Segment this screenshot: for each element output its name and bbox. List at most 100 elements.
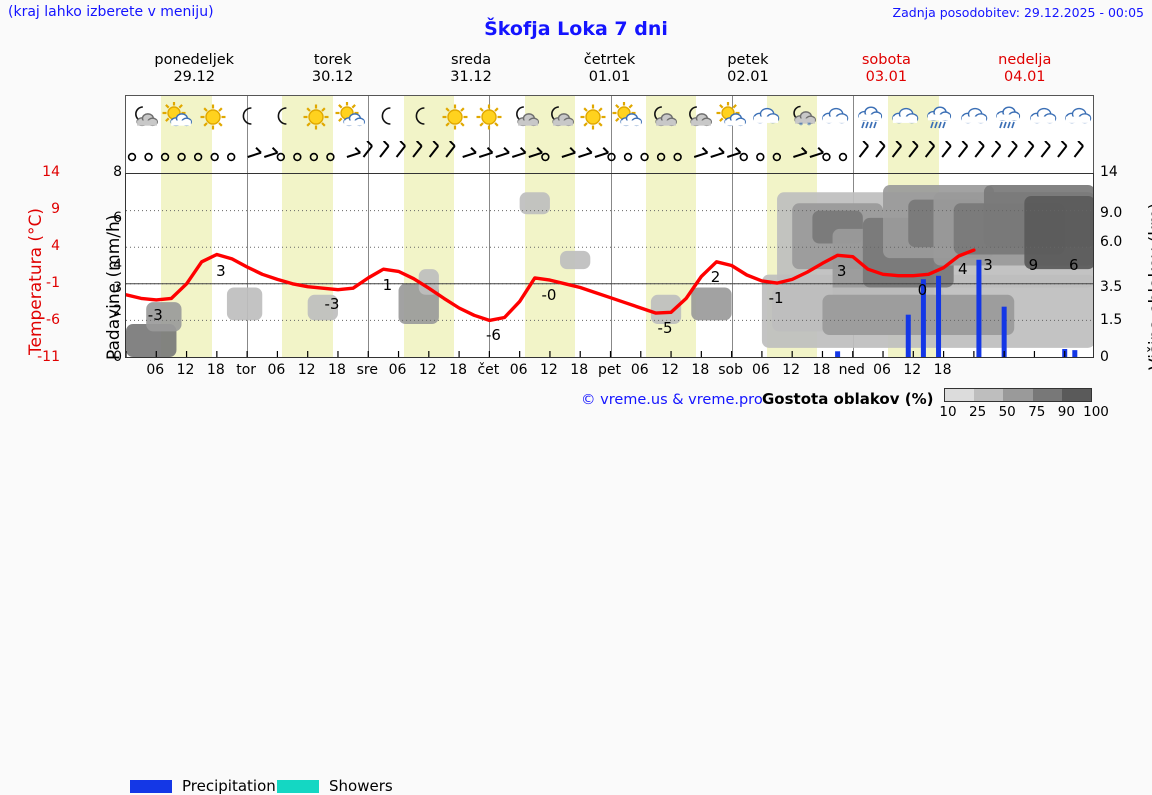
menu-note: (kraj lahko izberete v meniju) [8,4,214,20]
time-tick: tor [236,362,257,378]
precipitation-bar [976,259,982,357]
weather-icon-moon [369,102,403,132]
temperature-value-label: -6 [485,326,501,344]
day-header-4: petek 02.01 [679,52,817,86]
time-tick: 12 [297,362,316,378]
precipitation-tick: 6 [113,210,122,227]
time-tick: pet [598,362,621,378]
time-tick: 06 [509,362,528,378]
daylight-band [282,96,333,141]
cloud-density-step [945,389,975,401]
day-header-6: nedelja 04.01 [956,52,1094,86]
day-header-3: četrtek 01.01 [540,52,678,86]
daylight-band [524,141,576,173]
temperature-tick: 4 [51,238,60,254]
temperature-tick: 9 [51,201,60,217]
time-tick: 18 [449,362,468,378]
time-tick: 06 [630,362,649,378]
weather-icon-moon [403,102,437,132]
weather-icon-strip: * * [125,95,1094,141]
time-tick: 06 [751,362,770,378]
temperature-tick: 14 [42,164,60,180]
weather-icon-sun-cloud [715,101,749,132]
precipitation-bar [835,351,841,357]
cloud-density-tick: 90 [1057,404,1075,420]
cloud-density-step [1061,389,1092,401]
cloud-density-tick: 10 [939,404,957,420]
weather-icon-sun [576,102,610,132]
page-title: Škofja Loka 7 dni [484,18,668,40]
temperature-value-label: 3 [983,255,993,274]
day-date: 31.12 [450,69,492,85]
day-date: 29.12 [173,69,215,85]
cloud-height-axis-title: Višina oblakov (km) [1146,202,1152,370]
temperature-value-label: 9 [1028,255,1039,274]
copyright-label[interactable]: © vreme.us & vreme.pro [581,392,763,408]
weather-icon-sun [299,102,333,132]
cloud-density-colorbar [944,388,1092,402]
day-name: torek [313,52,352,68]
time-tick: 12 [540,362,558,378]
day-separator [489,174,491,357]
weather-icon-moon [265,102,299,132]
weather-icon-cloud [818,102,852,132]
cloud-height-tick: 6.0 [1100,234,1123,251]
day-header-2: sreda 31.12 [402,52,540,86]
weather-icon-cloud [1026,102,1060,132]
time-tick: 06 [873,362,891,378]
day-header-5: sobota 03.01 [817,52,955,86]
day-separator [368,141,370,173]
weather-icon-moon-cloud-snow: * * [784,102,818,132]
daylight-band [161,141,212,173]
temperature-value-label: -1 [768,289,784,308]
daylight-band [403,141,455,173]
time-tick: ned [838,362,865,378]
daylight-band [645,141,697,173]
precipitation-bar [1072,350,1078,357]
precipitation-bar [1001,306,1007,357]
day-separator [731,141,733,173]
weather-icon-moon-cloud [542,102,576,132]
time-tick: čet [477,362,500,378]
cloud-height-tick: 3.5 [1100,278,1123,295]
time-tick: 18 [933,362,952,378]
time-tick: 18 [328,362,346,378]
temperature-value-label: -3 [147,306,163,325]
time-tick: 18 [812,362,831,378]
cloud-density-step [974,389,1004,401]
wind-barb-strip [125,141,1094,173]
precipitation-swatch [130,780,172,793]
daylight-band [403,174,455,357]
forecast-chart [125,173,1094,358]
cloud-density-step [1032,389,1062,401]
temperature-tick: -11 [37,349,60,365]
weather-icon-moon-cloud [680,102,714,132]
temperature-tick: -1 [46,275,60,291]
cloud-density-tick: 50 [998,404,1016,420]
time-tick: 12 [661,362,679,378]
precipitation-tick: 0 [113,349,122,365]
time-tick: 06 [388,362,407,378]
daylight-band [766,141,818,173]
day-header-1: torek 30.12 [263,52,401,86]
weather-icon-sun [196,102,230,132]
cloud-density-tick: 75 [1028,404,1046,420]
showers-legend-label: Showers [329,777,393,795]
precipitation-bar [936,275,942,357]
day-separator [368,96,370,141]
temperature-value-label: -5 [657,319,673,338]
daylight-band [282,174,333,357]
cloud-height-tick: 1.5 [1100,312,1123,328]
weather-icon-cloud [888,102,922,132]
temperature-value-label: 4 [958,259,968,278]
precipitation-bar [905,314,911,357]
day-date: 03.01 [865,69,908,85]
weather-icon-sun-cloud [334,101,368,132]
cloud-height-tick: 0 [1100,349,1109,365]
cloud-density-field [126,184,1093,357]
day-header-0: ponedeljek 29.12 [125,52,263,86]
weather-icon-moon-cloud [507,102,541,132]
svg-text:*: * [799,121,803,130]
time-tick: 12 [176,362,195,378]
temperature-value-label: 2 [710,267,721,286]
